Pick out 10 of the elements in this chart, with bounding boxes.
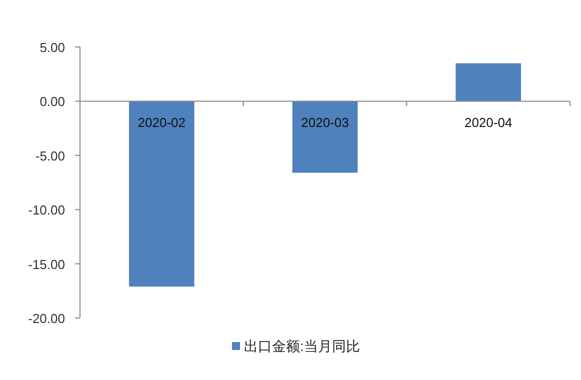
y-tick-label: -15.00	[28, 256, 65, 272]
x-tick-label: 2020-02	[138, 115, 186, 130]
y-tick-label: 5.00	[40, 40, 65, 55]
y-tick-label: -20.00	[28, 311, 65, 326]
y-tick-label: 0.00	[40, 94, 65, 110]
y-tick-label: -10.00	[28, 202, 65, 218]
legend-label: 出口金额:当月同比	[244, 338, 360, 354]
x-tick-label: 2020-03	[301, 115, 349, 130]
x-tick-label: 2020-04	[464, 115, 512, 130]
y-tick-label: -5.00	[35, 148, 65, 164]
